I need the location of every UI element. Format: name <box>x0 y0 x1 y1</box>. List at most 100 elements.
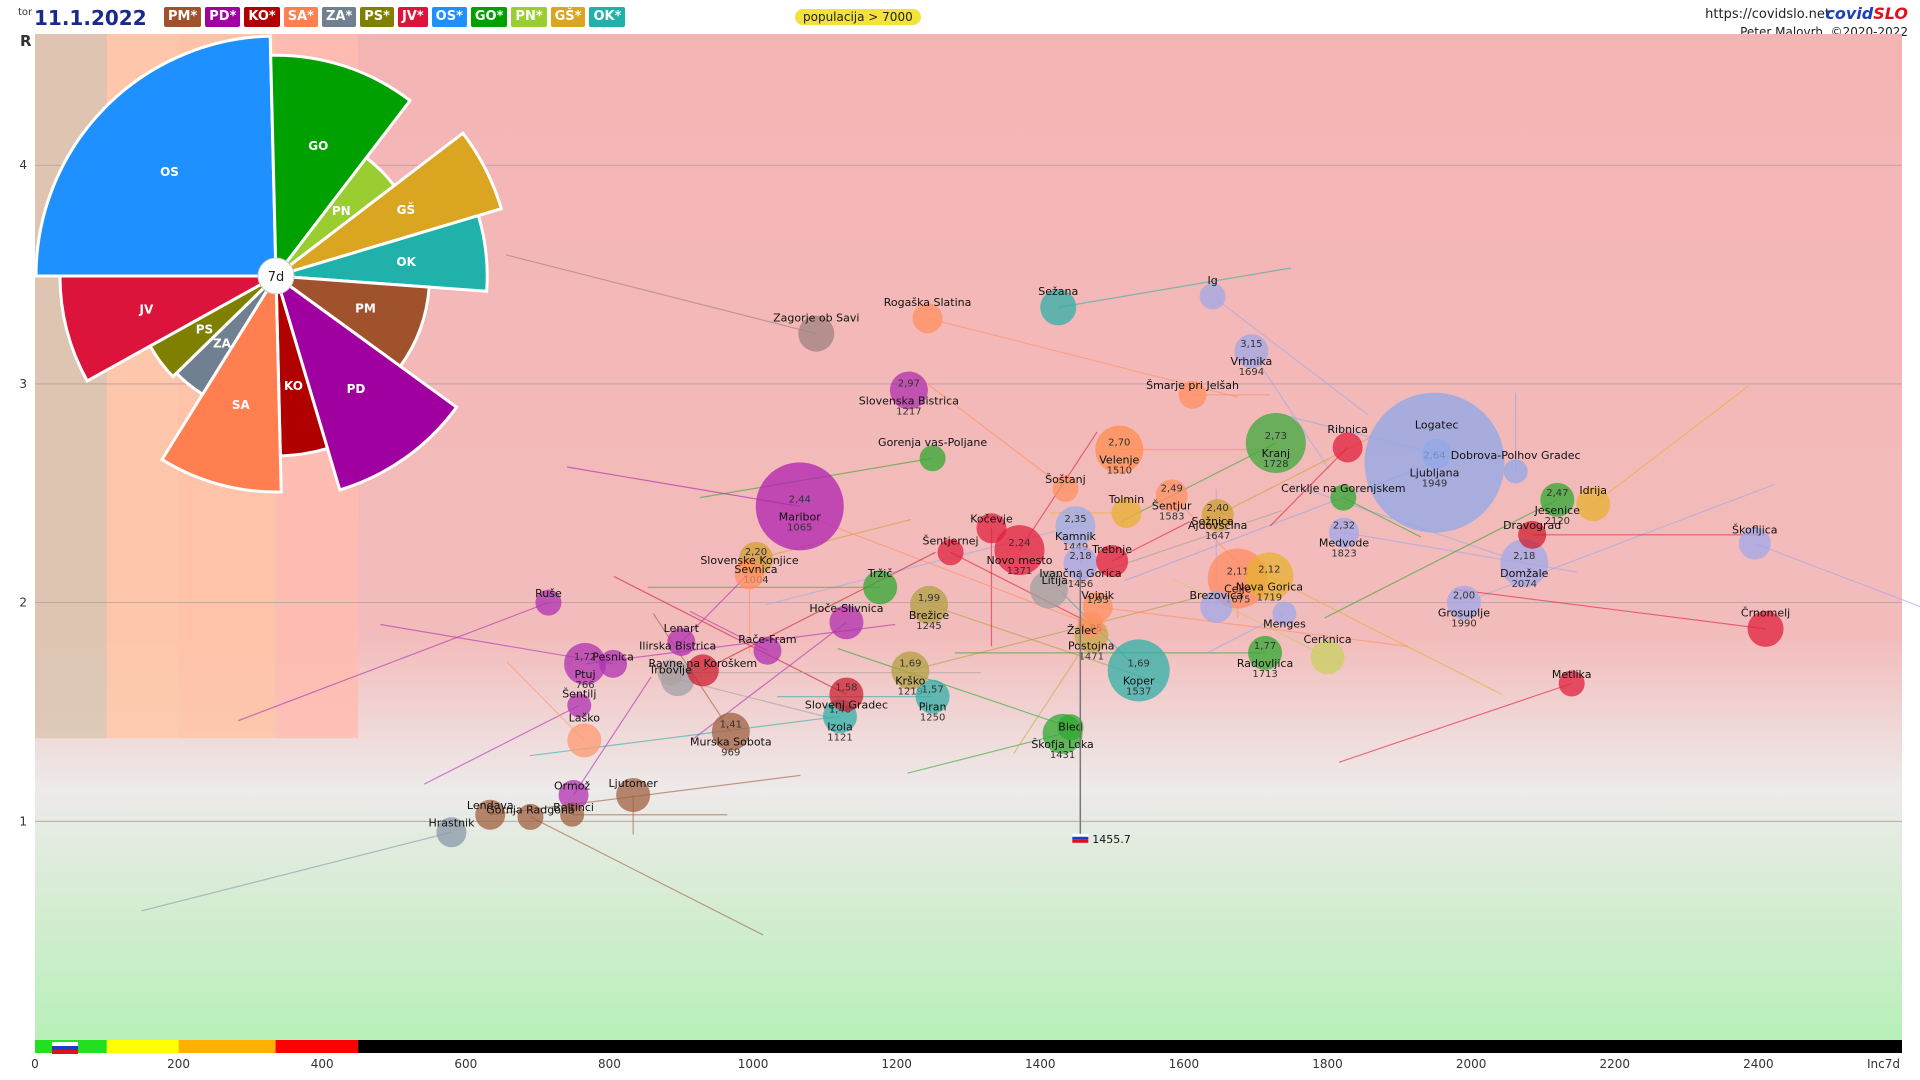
municipality-label-46: Rogaška Slatina <box>884 296 972 309</box>
bubble-46 <box>919 445 946 472</box>
trail-line-45 <box>505 254 817 335</box>
bubble-12 <box>711 712 750 751</box>
bubble-7 <box>1245 552 1294 601</box>
legend-item-0[interactable]: PM* <box>164 7 202 27</box>
bubble-72 <box>436 817 467 848</box>
bubble-55 <box>863 570 898 605</box>
x-tick-label-4: 800 <box>598 1057 621 1071</box>
bubble-inc-value-10: 2074 <box>1512 579 1537 590</box>
slovenia-flag-icon-white <box>1072 833 1089 837</box>
bubble-inc-value-7: 1719 <box>1257 592 1282 603</box>
pie-label-7: KO <box>284 379 303 393</box>
x-axis-label: Inc7d <box>1867 1057 1900 1071</box>
bubble-28 <box>1540 482 1575 517</box>
bubble-10 <box>1500 539 1549 588</box>
pie-center <box>257 257 295 295</box>
bubble-inc-value-26: 1990 <box>1451 619 1476 630</box>
bubble-61 <box>686 654 719 687</box>
bubble-58 <box>734 559 765 590</box>
bubble-59 <box>667 627 696 656</box>
trail-line-47 <box>909 370 1066 490</box>
bubble-r-value-16: 1,99 <box>918 593 940 604</box>
bubble-inc-value-6: 1510 <box>1107 466 1132 477</box>
bubble-r-value-24: 2,40 <box>1207 503 1229 514</box>
bubble-5 <box>994 525 1045 576</box>
bubble-r-value-1: 2,44 <box>789 494 811 505</box>
bubble-r-value-19: 1,58 <box>835 682 857 693</box>
legend-item-7[interactable]: OS* <box>431 7 467 27</box>
bubble-71 <box>475 799 506 830</box>
flag-icon-red <box>52 1050 78 1054</box>
trail-line-66 <box>506 661 585 741</box>
municipality-label-22: Ig <box>1208 274 1218 287</box>
bubble-3 <box>1107 639 1170 702</box>
bubble-34 <box>1518 520 1547 549</box>
slovenia-flag-icon-red <box>1072 839 1089 843</box>
pie-slice-jv <box>58 274 282 384</box>
trail-line-63 <box>238 602 549 722</box>
legend-item-3[interactable]: SA* <box>283 7 318 27</box>
municipality-label-58: Sevnica <box>734 563 777 576</box>
legend-item-6[interactable]: JV* <box>397 7 428 27</box>
legend-item-4[interactable]: ZA* <box>321 7 357 27</box>
municipality-label-67: Šentilj <box>562 688 596 701</box>
x-tick-label-0: 0 <box>31 1057 39 1071</box>
bubble-26 <box>1446 585 1481 620</box>
bubble-14 <box>1234 334 1269 369</box>
trail-line-17 <box>910 591 1221 671</box>
legend-item-8[interactable]: GO* <box>470 7 508 27</box>
municipality-label-48: Maribor <box>779 510 822 523</box>
bubble-25 <box>1329 517 1360 548</box>
x-tick-label-6: 1200 <box>881 1057 912 1071</box>
bubble-r-value-27: 1,77 <box>1254 641 1276 652</box>
municipality-label-25: Ajdovščina <box>1188 519 1247 532</box>
header-bar: tor 11.1.2022 PM* PD* KO* SA* ZA* PS* JV* OS* GO… <box>0 0 1920 39</box>
bubble-69 <box>560 802 585 827</box>
pie-slice-pm <box>270 274 431 369</box>
legend-item-9[interactable]: PN* <box>511 7 547 27</box>
bubble-50 <box>1096 545 1129 578</box>
municipality-label-42: Kočevje <box>970 513 1013 526</box>
bubble-inc-value-5: 1371 <box>1007 566 1032 577</box>
trail-line-15 <box>755 518 912 560</box>
bubble-63 <box>535 589 562 616</box>
municipality-label-34: Litija <box>1041 574 1067 587</box>
x-tick-label-3: 600 <box>454 1057 477 1071</box>
bubble-8 <box>564 642 607 685</box>
municipality-label-31: Kamnik <box>1055 530 1097 543</box>
x-tick-label-7: 1400 <box>1025 1057 1056 1071</box>
bubble-r-value-9: 2,35 <box>1064 514 1086 525</box>
municipality-label-71: Beltinci <box>553 801 594 814</box>
bubble-inc-value-18: 1121 <box>827 732 852 743</box>
bubble-66 <box>567 723 602 758</box>
bubble-47 <box>1052 475 1079 502</box>
legend-item-2[interactable]: KO* <box>244 7 280 27</box>
legend-item-10[interactable]: GŠ* <box>550 7 586 27</box>
legend-item-11[interactable]: OK* <box>589 7 626 27</box>
municipality-label-55: Izola <box>827 720 853 733</box>
x-tick-label-10: 2000 <box>1456 1057 1487 1071</box>
bubble-20 <box>915 679 950 714</box>
municipality-label-24: Sežnica <box>1191 515 1233 528</box>
municipality-label-6: Jesenice <box>1534 504 1581 517</box>
legend-item-5[interactable]: PS* <box>360 7 394 27</box>
bubble-70 <box>517 803 544 830</box>
site-url[interactable]: https://covidslo.net <box>1705 7 1830 22</box>
municipality-label-15: Radovljica <box>1237 657 1293 670</box>
trail-line-36 <box>1455 588 1766 630</box>
bubble-inc-value-2: 1728 <box>1263 459 1288 470</box>
x-tick-label-5: 1000 <box>738 1057 769 1071</box>
legend-item-1[interactable]: PD* <box>205 7 241 27</box>
bubble-r-value-2: 2,73 <box>1265 431 1287 442</box>
municipality-label-10: Črnomelj <box>1741 607 1790 620</box>
population-filter-badge[interactable]: populacija > 7000 <box>795 9 921 25</box>
trail-line-70 <box>530 816 764 936</box>
trail-line-39 <box>1206 613 1285 654</box>
municipality-label-61: Ilirska Bistrica <box>639 639 716 652</box>
municipality-label-37: Postojna <box>1068 639 1115 652</box>
brand-logo-b: SLO <box>1873 4 1908 23</box>
pie-slice-gš <box>275 131 504 278</box>
pie-label-1: GO <box>308 139 328 153</box>
municipality-label-56: Rače-Fram <box>738 633 796 646</box>
pie-label-3: GŠ <box>397 202 416 217</box>
